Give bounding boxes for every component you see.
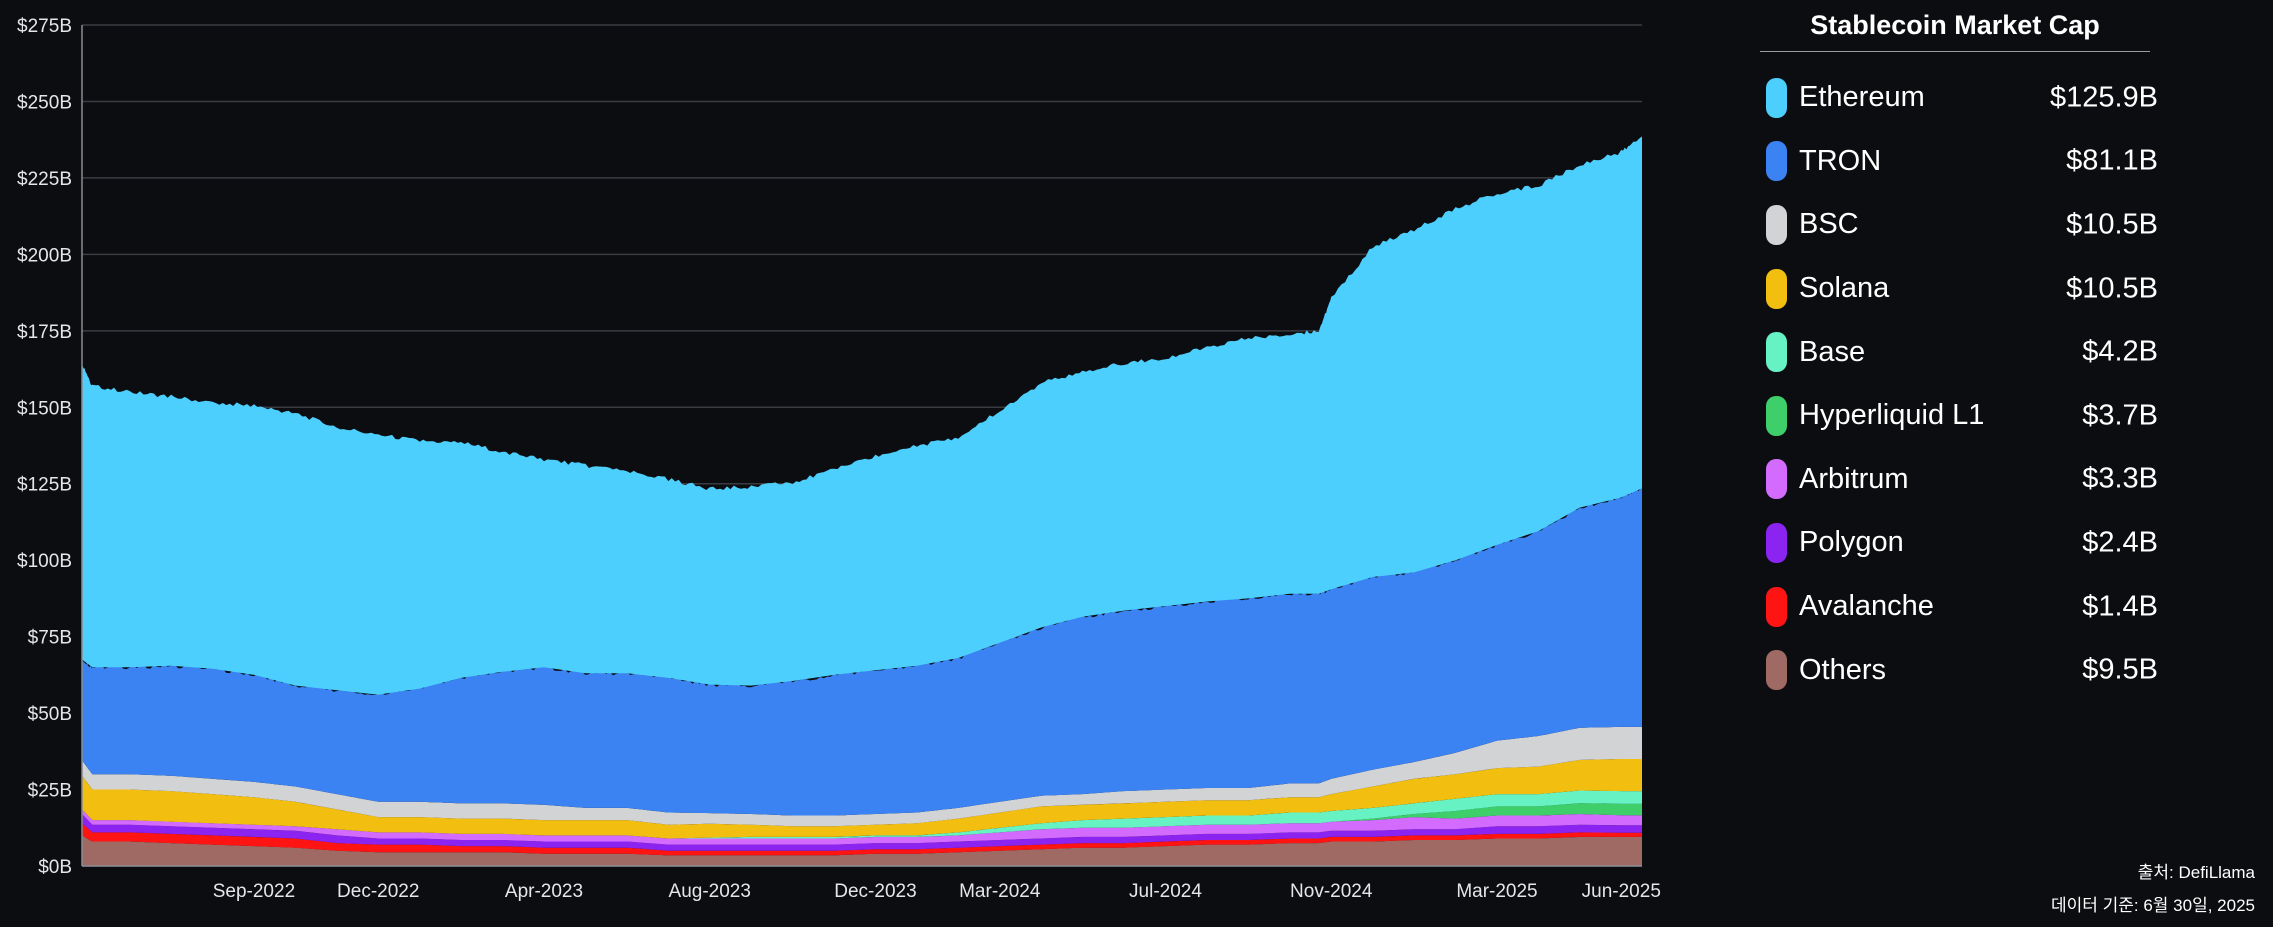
legend-series-name: Ethereum	[1799, 81, 1925, 114]
y-tick-label: $75B	[28, 628, 72, 649]
legend-item-hyperliquid-l1: Hyperliquid L1 $3.7B	[1760, 384, 2160, 448]
x-tick-label: Apr-2023	[505, 881, 583, 902]
area-polygon	[82, 814, 1642, 851]
y-tick-label: $150B	[17, 398, 72, 419]
legend-series-name: BSC	[1799, 208, 1859, 241]
legend-item-tron: TRON $81.1B	[1760, 130, 2160, 194]
legend-swatch	[1766, 141, 1787, 182]
legend-item-bsc: BSC $10.5B	[1760, 193, 2160, 257]
legend-series-value: $125.9B	[2049, 81, 2158, 114]
legend-series-value: $3.3B	[2082, 462, 2158, 495]
x-tick-label: Sep-2022	[213, 881, 295, 902]
y-tick-label: $175B	[17, 322, 72, 343]
legend-items: Ethereum $125.9B TRON $81.1B BSC $10.5B Solana…	[1760, 66, 2160, 702]
legend-item-others: Others $9.5B	[1760, 638, 2160, 702]
data-date: 데이터 기준: 6월 30일, 2025	[2050, 896, 2255, 915]
legend-swatch	[1766, 650, 1787, 691]
y-tick-label: $50B	[28, 704, 72, 725]
legend-swatch	[1766, 332, 1787, 373]
legend-series-name: Hyperliquid L1	[1799, 399, 1985, 432]
stablecoin-area-chart: $0B $25B $50B $75B $100B $125B $150B $175B $200B…	[17, 16, 1661, 902]
legend-swatch	[1766, 395, 1787, 436]
legend-item-base: Base $4.2B	[1760, 320, 2160, 384]
y-tick-label: $225B	[17, 169, 72, 190]
legend-series-value: $1.4B	[2082, 590, 2158, 623]
y-tick-label: $25B	[28, 781, 72, 802]
y-tick-label: $250B	[17, 92, 72, 113]
legend-series-name: Solana	[1799, 272, 1890, 305]
area-arbitrum	[82, 809, 1642, 845]
area-solana	[82, 759, 1642, 839]
legend-series-value: $2.4B	[2082, 526, 2158, 559]
legend-series-value: $9.5B	[2082, 653, 2158, 686]
legend-item-polygon: Polygon $2.4B	[1760, 511, 2160, 575]
area-ethereum	[82, 136, 1642, 695]
legend-series-name: TRON	[1799, 144, 1882, 177]
x-tick-label: Jun-2025	[1582, 881, 1661, 902]
legend-series-value: $10.5B	[2066, 272, 2158, 305]
legend-series-value: $3.7B	[2082, 399, 2158, 432]
area-base	[82, 790, 1642, 839]
legend-series-name: Others	[1799, 653, 1887, 686]
x-tick-label: Dec-2023	[834, 881, 916, 902]
stacked-areas	[82, 136, 1642, 866]
legend-series-value: $4.2B	[2082, 335, 2158, 368]
legend-swatch	[1766, 268, 1787, 309]
legend-swatch	[1766, 204, 1787, 245]
area-others	[82, 835, 1642, 866]
x-tick-label: Mar-2025	[1456, 881, 1537, 902]
axes: $0B $25B $50B $75B $100B $125B $150B $175B $200B…	[17, 16, 1661, 902]
area-tron	[82, 488, 1642, 816]
legend-series-name: Avalanche	[1799, 590, 1934, 623]
legend-series-value: $81.1B	[2066, 144, 2158, 177]
y-tick-label: $125B	[17, 475, 72, 496]
legend-item-solana: Solana $10.5B	[1760, 257, 2160, 321]
x-tick-label: Nov-2024	[1290, 881, 1373, 902]
legend-series-name: Polygon	[1799, 526, 1904, 559]
x-tick-label: Dec-2022	[337, 881, 419, 902]
legend-swatch	[1766, 522, 1787, 563]
y-tick-label: $0B	[38, 857, 72, 878]
area-avalanche	[82, 823, 1642, 856]
x-tick-label: Jul-2024	[1129, 881, 1202, 902]
legend-series-value: $10.5B	[2066, 208, 2158, 241]
legend-item-ethereum: Ethereum $125.9B	[1760, 66, 2160, 130]
y-tick-label: $275B	[17, 16, 72, 37]
source-credit: 출처: DefiLlama	[2137, 863, 2255, 882]
y-tick-label: $100B	[17, 551, 72, 572]
legend-series-name: Base	[1799, 335, 1866, 368]
legend-item-avalanche: Avalanche $1.4B	[1760, 575, 2160, 639]
legend-item-arbitrum: Arbitrum $3.3B	[1760, 448, 2160, 512]
legend-swatch	[1766, 459, 1787, 500]
y-tick-label: $200B	[17, 245, 72, 266]
legend-swatch	[1766, 77, 1787, 118]
legend-title: Stablecoin Market Cap	[1760, 8, 2150, 52]
legend: Stablecoin Market Cap Ethereum $125.9B TRO…	[1760, 8, 2160, 702]
x-tick-label: Aug-2023	[669, 881, 751, 902]
legend-swatch	[1766, 586, 1787, 627]
legend-series-name: Arbitrum	[1799, 462, 1909, 495]
x-tick-label: Mar-2024	[959, 881, 1041, 902]
